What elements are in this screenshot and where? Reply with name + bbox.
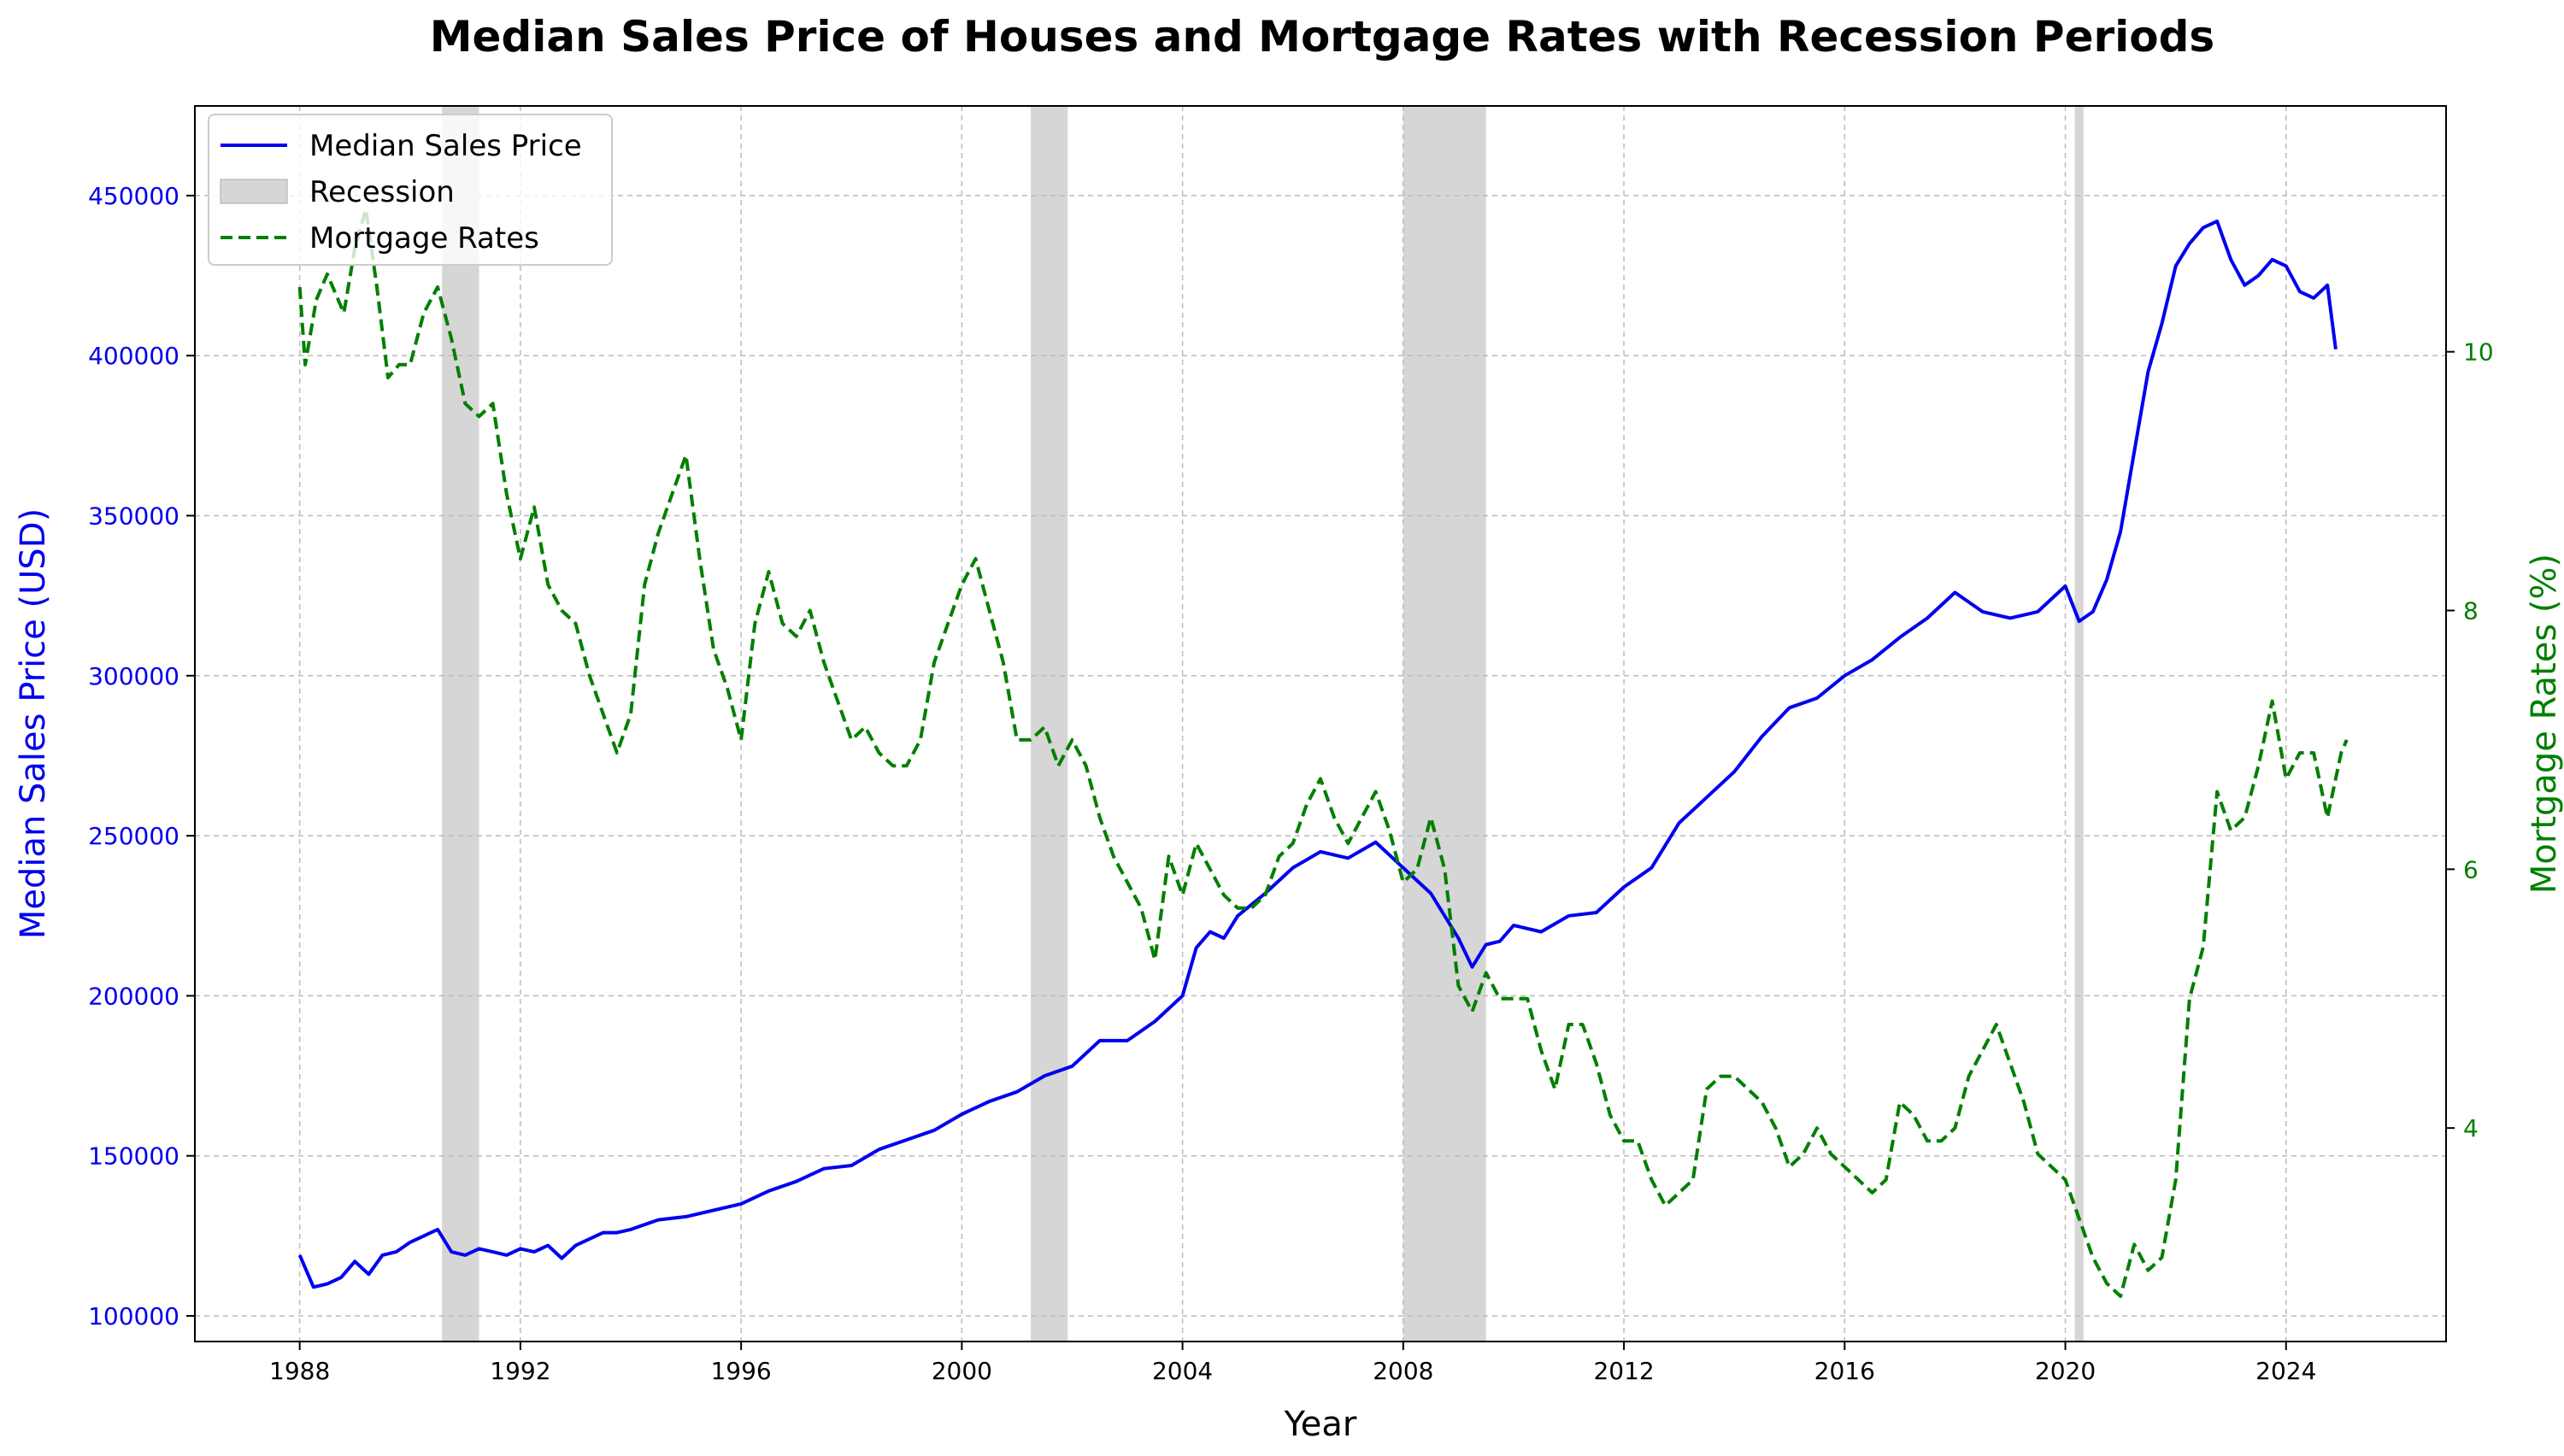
x-tick-label: 2020: [2035, 1357, 2096, 1385]
y-left-tick-label: 450000: [88, 182, 179, 210]
x-tick-label: 2024: [2255, 1357, 2316, 1385]
x-tick-label: 1996: [710, 1357, 771, 1385]
x-axis-ticks: 1988 1992 1996 2000 2004 2008 2012 2016 2020 2024: [269, 1342, 2316, 1385]
recession-band-3: [2074, 106, 2084, 1342]
y-left-tick-label: 250000: [88, 822, 179, 850]
y-right-tick-label: 8: [2463, 597, 2479, 625]
recession-bands: [442, 106, 2084, 1342]
price-series-group: [297, 219, 2338, 1289]
legend-recession-label: Recession: [309, 175, 455, 209]
y-left-axis-ticks: 100000 150000 200000 250000 300000 350000 4000…: [88, 182, 195, 1330]
legend-price-label: Median Sales Price: [309, 129, 582, 163]
chart-title: Median Sales Price of Houses and Mortgag…: [430, 12, 2214, 62]
mortgage-rates-line: [297, 208, 2349, 1298]
x-tick-label: 2004: [1152, 1357, 1213, 1385]
y-right-tick-label: 10: [2463, 338, 2494, 367]
legend-box: [208, 114, 613, 266]
y-right-tick-label: 6: [2463, 855, 2479, 884]
y-right-axis-ticks: 4 6 8 10: [2446, 338, 2494, 1142]
y-left-tick-label: 200000: [88, 982, 179, 1010]
y-left-tick-label: 100000: [88, 1302, 179, 1330]
y-left-tick-label: 300000: [88, 662, 179, 690]
x-tick-label: 2016: [1814, 1357, 1875, 1385]
recession-band-0: [442, 106, 479, 1342]
x-tick-label: 2008: [1373, 1357, 1433, 1385]
x-axis-label: Year: [1284, 1405, 1357, 1444]
x-tick-label: 2012: [1593, 1357, 1654, 1385]
gridlines: [195, 106, 2446, 1342]
y-right-tick-label: 4: [2463, 1114, 2479, 1142]
y-right-axis-label: Mortgage Rates (%): [2525, 554, 2564, 894]
plot-frame: [194, 105, 2447, 1342]
median-sales-price-line: [297, 219, 2338, 1289]
rates-series-group: [297, 208, 2349, 1298]
x-tick-label: 2000: [932, 1357, 992, 1385]
legend: Median Sales Price Recession Mortgage Ra…: [208, 114, 613, 266]
recession-band-2: [1403, 106, 1486, 1342]
y-left-axis-label: Median Sales Price (USD): [14, 508, 53, 939]
recession-band-1: [1031, 106, 1068, 1342]
y-left-tick-label: 350000: [88, 502, 179, 531]
legend-rates-label: Mortgage Rates: [309, 221, 539, 255]
x-tick-label: 1988: [269, 1357, 330, 1385]
x-tick-label: 1992: [490, 1357, 550, 1385]
y-left-tick-label: 400000: [88, 342, 179, 370]
legend-recession-swatch: [220, 179, 288, 204]
y-left-tick-label: 150000: [88, 1142, 179, 1171]
